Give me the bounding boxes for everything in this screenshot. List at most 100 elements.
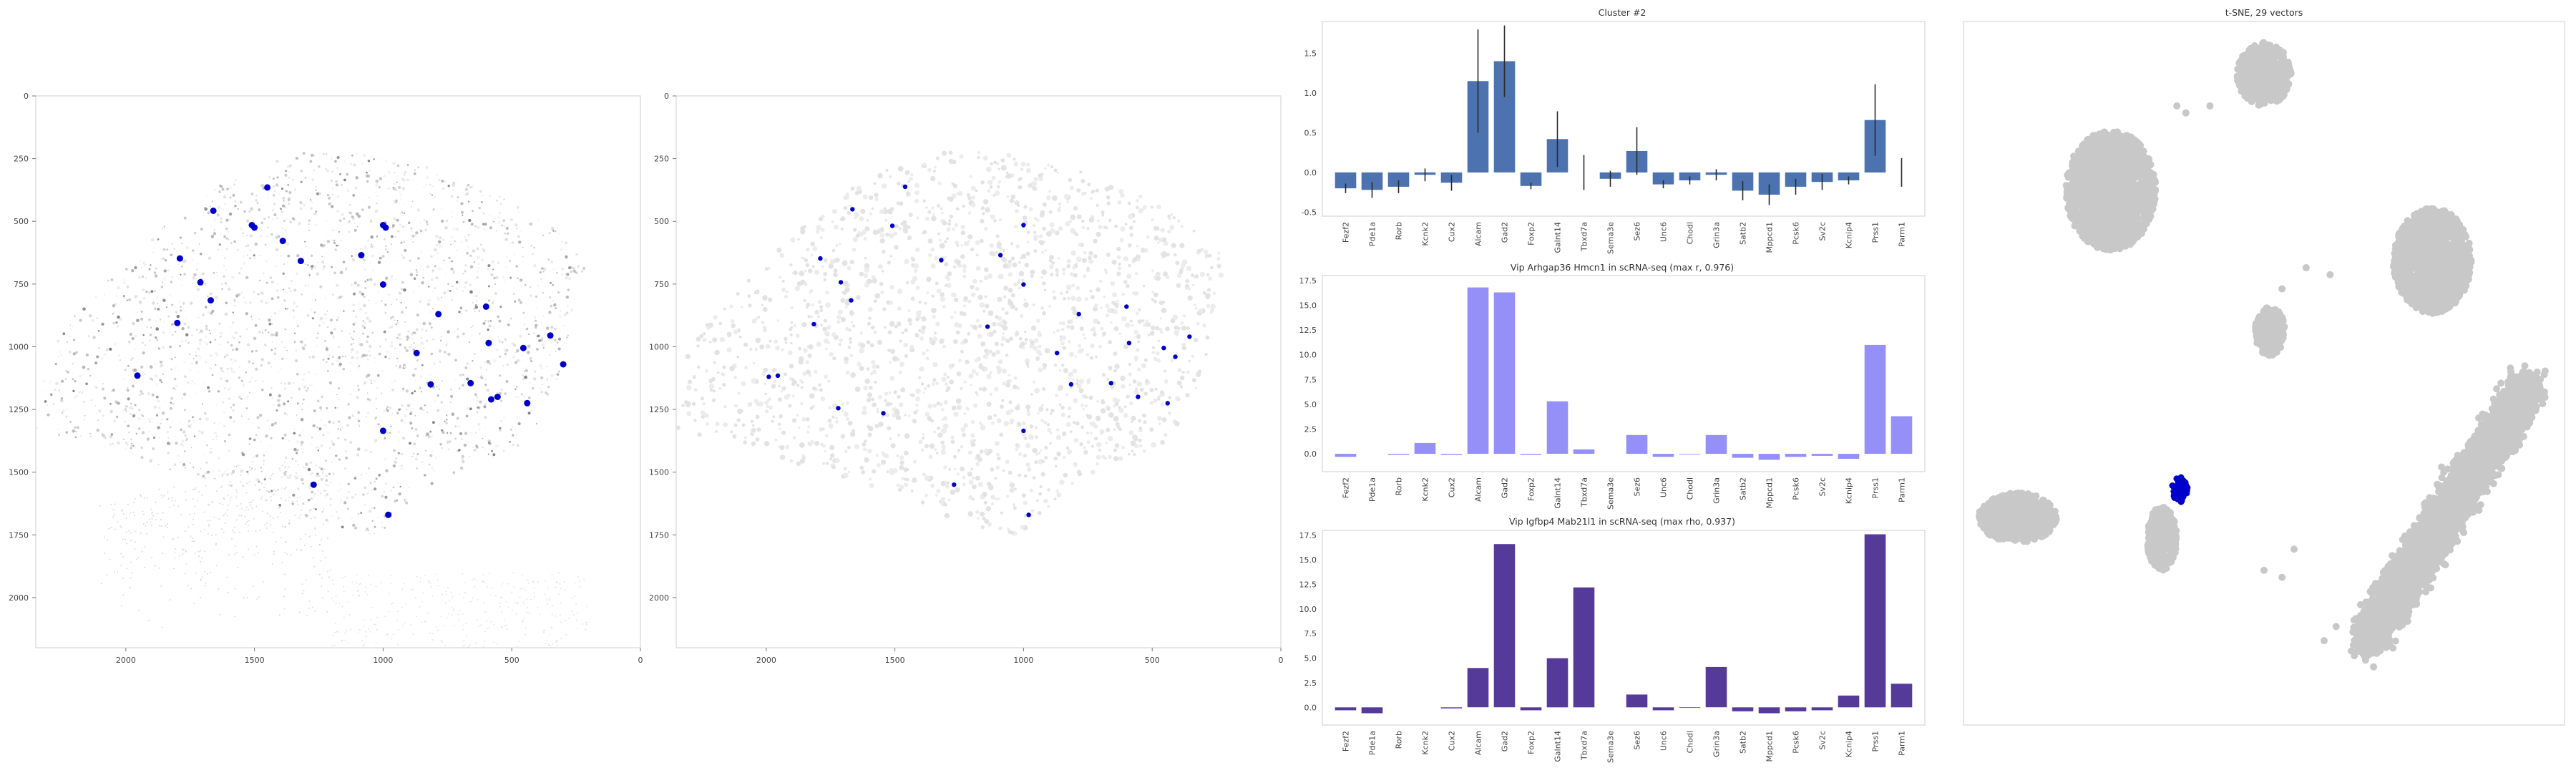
- cell-point: [225, 379, 228, 382]
- cell-point: [383, 409, 386, 413]
- cell-point: [394, 235, 396, 238]
- cell-point: [450, 402, 452, 403]
- cell-point: [225, 302, 228, 305]
- cell-point: [208, 257, 210, 260]
- cell-point: [540, 271, 542, 273]
- cell-point: [336, 319, 338, 321]
- cell-point: [353, 260, 355, 261]
- cell-point: [116, 416, 118, 418]
- cell-point: [474, 353, 475, 354]
- cell-point: [338, 356, 341, 359]
- cell-point: [504, 225, 505, 227]
- cell-point: [141, 311, 143, 313]
- cell-point: [325, 460, 327, 462]
- cell-point: [431, 188, 432, 189]
- cell-point: [364, 487, 367, 490]
- cell-point: [170, 253, 173, 256]
- cell-point: [281, 228, 283, 230]
- cell-point: [480, 244, 482, 246]
- cell-point: [219, 323, 221, 325]
- cell-point: [513, 344, 516, 347]
- cell-point: [316, 336, 318, 339]
- cell-point: [464, 281, 467, 284]
- cell-point: [342, 356, 343, 357]
- cell-point: [506, 380, 509, 383]
- cell-point: [327, 520, 329, 522]
- cell-point: [333, 242, 336, 244]
- cell-point: [341, 184, 343, 186]
- cell-point: [552, 301, 554, 302]
- cell-point: [472, 210, 474, 212]
- cell-point: [288, 500, 289, 502]
- cell-point: [95, 405, 96, 406]
- cell-point: [83, 401, 85, 403]
- cell-point: [318, 324, 321, 326]
- cell-point: [288, 203, 290, 205]
- cell-point: [117, 286, 119, 289]
- cell-point: [441, 268, 442, 270]
- cell-point: [234, 205, 236, 207]
- cell-point: [256, 434, 258, 435]
- cell-point: [446, 341, 449, 344]
- cell-point: [263, 460, 265, 462]
- cell-point: [240, 470, 243, 472]
- cell-point: [369, 170, 371, 172]
- cell-point: [337, 407, 338, 409]
- cell-point: [123, 295, 125, 297]
- cell-point: [280, 382, 283, 384]
- cell-point: [337, 156, 340, 159]
- cell-point: [232, 470, 235, 473]
- cell-point: [563, 325, 564, 326]
- cell-point: [371, 507, 372, 508]
- cell-point: [340, 429, 342, 431]
- cell-point: [411, 228, 413, 230]
- cell-point: [510, 429, 512, 431]
- cell-point: [166, 418, 168, 420]
- cell-point: [125, 448, 127, 449]
- cell-point: [196, 329, 197, 331]
- cell-point: [406, 224, 407, 225]
- cell-point: [200, 228, 203, 230]
- cell-point: [401, 404, 403, 407]
- cell-point: [374, 491, 375, 492]
- cell-point: [207, 386, 210, 389]
- cell-point: [384, 331, 386, 334]
- cell-point: [111, 433, 113, 435]
- cell-point: [287, 308, 288, 309]
- cell-point: [87, 368, 89, 370]
- cell-point: [317, 333, 318, 334]
- cell-point: [431, 278, 433, 281]
- cell-point: [488, 454, 489, 455]
- cell-point: [351, 348, 354, 351]
- cell-point: [215, 296, 218, 299]
- cell-point: [276, 290, 278, 291]
- cell-point: [152, 447, 155, 450]
- cell-point: [182, 229, 183, 230]
- cell-point: [304, 431, 306, 433]
- cell-point: [378, 291, 379, 293]
- cell-point: [223, 371, 225, 373]
- cell-point: [535, 320, 537, 322]
- cell-point: [394, 278, 396, 280]
- cell-point: [333, 272, 336, 275]
- cell-point: [339, 173, 341, 175]
- cell-point: [175, 306, 176, 308]
- cell-point: [410, 273, 414, 277]
- cell-point: [180, 429, 182, 431]
- cell-point: [406, 389, 409, 392]
- cell-point: [301, 294, 303, 296]
- cell-point: [522, 374, 525, 376]
- cell-point: [502, 389, 504, 391]
- cell-point: [229, 326, 232, 329]
- cell-point: [479, 190, 482, 193]
- cell-point: [386, 350, 389, 353]
- cell-point: [447, 330, 450, 333]
- cell-point: [226, 248, 228, 251]
- cell-point: [183, 361, 186, 364]
- cell-point: [411, 392, 414, 394]
- cell-point: [47, 404, 49, 406]
- cell-point: [183, 352, 185, 354]
- cell-point: [393, 465, 396, 467]
- cell-point: [420, 230, 423, 233]
- cell-point: [399, 465, 401, 468]
